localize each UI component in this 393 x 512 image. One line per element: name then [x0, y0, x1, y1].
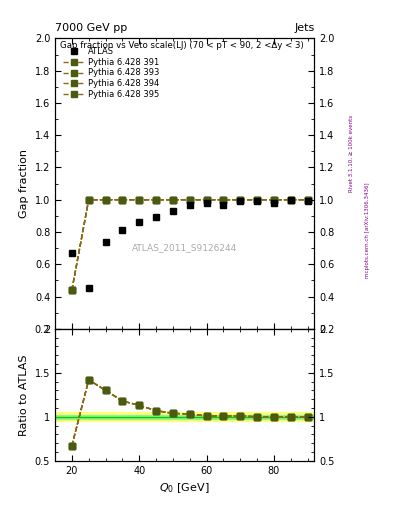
Pythia 6.428 394 [171, 197, 175, 203]
ATLAS [204, 200, 209, 206]
Pythia 6.428 394 [272, 197, 276, 203]
Pythia 6.428 391 [187, 197, 192, 203]
ATLAS [187, 202, 192, 208]
Line: Pythia 6.428 391: Pythia 6.428 391 [69, 197, 310, 293]
Pythia 6.428 391 [137, 197, 141, 203]
ATLAS [86, 285, 91, 291]
Pythia 6.428 395 [288, 197, 293, 203]
Pythia 6.428 394 [288, 197, 293, 203]
Pythia 6.428 395 [221, 197, 226, 203]
Pythia 6.428 393 [204, 197, 209, 203]
Pythia 6.428 395 [238, 197, 242, 203]
Line: Pythia 6.428 393: Pythia 6.428 393 [69, 197, 310, 293]
Line: ATLAS: ATLAS [68, 196, 311, 292]
Bar [55, 415, 314, 419]
Pythia 6.428 394 [86, 197, 91, 203]
Pythia 6.428 394 [221, 197, 226, 203]
Y-axis label: Ratio to ATLAS: Ratio to ATLAS [19, 354, 29, 436]
Text: Rivet 3.1.10, ≥ 100k events: Rivet 3.1.10, ≥ 100k events [349, 115, 354, 192]
Pythia 6.428 393 [70, 287, 74, 293]
Text: Jets: Jets [294, 23, 314, 33]
Text: Gap fraction vs Veto scale(LJ) (70 < pT < 90, 2 <Δy < 3): Gap fraction vs Veto scale(LJ) (70 < pT … [60, 41, 304, 50]
ATLAS [154, 215, 158, 221]
Pythia 6.428 391 [204, 197, 209, 203]
Pythia 6.428 393 [272, 197, 276, 203]
Pythia 6.428 394 [187, 197, 192, 203]
ATLAS [272, 200, 276, 206]
Line: Pythia 6.428 395: Pythia 6.428 395 [69, 197, 310, 293]
Pythia 6.428 391 [221, 197, 226, 203]
Pythia 6.428 391 [103, 197, 108, 203]
Pythia 6.428 391 [86, 197, 91, 203]
Pythia 6.428 395 [187, 197, 192, 203]
ATLAS [288, 197, 293, 203]
Pythia 6.428 393 [154, 197, 158, 203]
Pythia 6.428 393 [86, 197, 91, 203]
ATLAS [221, 202, 226, 208]
Pythia 6.428 393 [103, 197, 108, 203]
Pythia 6.428 394 [103, 197, 108, 203]
Pythia 6.428 395 [120, 197, 125, 203]
Text: 7000 GeV pp: 7000 GeV pp [55, 23, 127, 33]
Pythia 6.428 393 [187, 197, 192, 203]
ATLAS [171, 208, 175, 214]
Pythia 6.428 391 [70, 287, 74, 293]
Text: mcplots.cern.ch [arXiv:1306.3436]: mcplots.cern.ch [arXiv:1306.3436] [365, 183, 370, 278]
Pythia 6.428 393 [305, 197, 310, 203]
Pythia 6.428 395 [137, 197, 141, 203]
ATLAS [120, 227, 125, 233]
Pythia 6.428 394 [154, 197, 158, 203]
ATLAS [255, 198, 259, 204]
Line: Pythia 6.428 394: Pythia 6.428 394 [69, 197, 310, 293]
ATLAS [70, 250, 74, 256]
ATLAS [137, 219, 141, 225]
Pythia 6.428 393 [255, 197, 259, 203]
Pythia 6.428 395 [103, 197, 108, 203]
Pythia 6.428 391 [272, 197, 276, 203]
Pythia 6.428 394 [238, 197, 242, 203]
Pythia 6.428 394 [255, 197, 259, 203]
Pythia 6.428 394 [70, 287, 74, 293]
Pythia 6.428 391 [255, 197, 259, 203]
Pythia 6.428 395 [255, 197, 259, 203]
Pythia 6.428 393 [221, 197, 226, 203]
Text: ATLAS_2011_S9126244: ATLAS_2011_S9126244 [132, 243, 237, 252]
Pythia 6.428 393 [171, 197, 175, 203]
Pythia 6.428 393 [137, 197, 141, 203]
Pythia 6.428 391 [120, 197, 125, 203]
Pythia 6.428 394 [120, 197, 125, 203]
Pythia 6.428 395 [171, 197, 175, 203]
Pythia 6.428 394 [305, 197, 310, 203]
Pythia 6.428 391 [154, 197, 158, 203]
ATLAS [305, 198, 310, 204]
Y-axis label: Gap fraction: Gap fraction [19, 149, 29, 218]
Pythia 6.428 394 [204, 197, 209, 203]
Pythia 6.428 395 [154, 197, 158, 203]
Pythia 6.428 395 [272, 197, 276, 203]
Pythia 6.428 395 [70, 287, 74, 293]
Bar [55, 412, 314, 421]
Pythia 6.428 393 [288, 197, 293, 203]
X-axis label: $Q_0\ \mathrm{[GeV]}$: $Q_0\ \mathrm{[GeV]}$ [160, 481, 210, 495]
Pythia 6.428 391 [171, 197, 175, 203]
Pythia 6.428 393 [238, 197, 242, 203]
Pythia 6.428 391 [238, 197, 242, 203]
Pythia 6.428 394 [137, 197, 141, 203]
Legend: ATLAS, Pythia 6.428 391, Pythia 6.428 393, Pythia 6.428 394, Pythia 6.428 395: ATLAS, Pythia 6.428 391, Pythia 6.428 39… [62, 46, 161, 100]
Pythia 6.428 395 [305, 197, 310, 203]
Pythia 6.428 393 [120, 197, 125, 203]
ATLAS [103, 239, 108, 245]
ATLAS [238, 198, 242, 204]
Pythia 6.428 391 [305, 197, 310, 203]
Pythia 6.428 391 [288, 197, 293, 203]
Pythia 6.428 395 [86, 197, 91, 203]
Pythia 6.428 395 [204, 197, 209, 203]
